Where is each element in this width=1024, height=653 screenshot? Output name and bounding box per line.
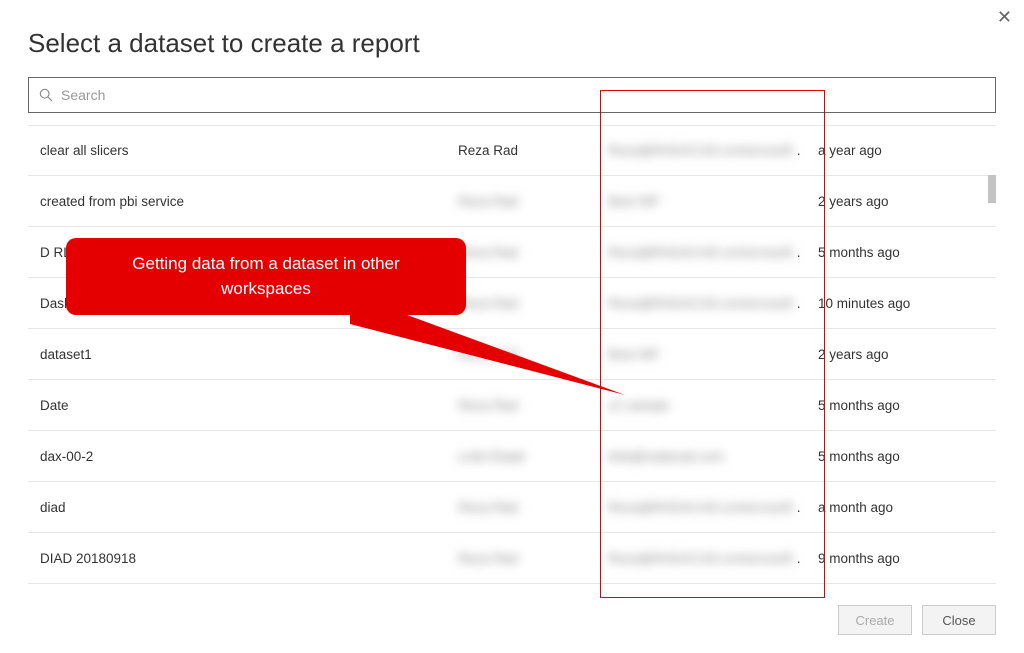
dataset-owner: Reza Rad xyxy=(458,143,608,158)
dataset-refreshed: 2 years ago xyxy=(818,194,996,209)
dataset-name: Date xyxy=(28,398,458,413)
dataset-workspace: v2 sample xyxy=(608,398,818,413)
dataset-workspace: Best WF xyxy=(608,194,818,209)
dialog-footer: Create Close xyxy=(838,605,996,635)
close-button[interactable]: Close xyxy=(922,605,996,635)
annotation-text: Getting data from a dataset in other wor… xyxy=(132,254,399,298)
table-row[interactable]: diadReza RadReza@RADACAD.onmicrosoft.a m… xyxy=(28,482,996,533)
dataset-workspace: Best WF xyxy=(608,347,818,362)
dataset-name: dax-00-2 xyxy=(28,449,458,464)
dataset-workspace: leila@radacad.com xyxy=(608,449,818,464)
search-icon xyxy=(39,88,53,102)
dataset-owner: Reza Rad xyxy=(458,551,608,566)
table-row[interactable]: dataset1Reza RadBest WF2 years ago xyxy=(28,329,996,380)
search-input[interactable] xyxy=(61,78,985,112)
dataset-workspace: Reza@RADACAD.onmicrosoft. xyxy=(608,143,818,158)
dataset-owner: Reza Rad xyxy=(458,296,608,311)
dataset-name: diad xyxy=(28,500,458,515)
dataset-refreshed: a month ago xyxy=(818,500,996,515)
dataset-owner: Reza Rad xyxy=(458,398,608,413)
table-row[interactable]: DateReza Radv2 sample5 months ago xyxy=(28,380,996,431)
dataset-workspace: Reza@RADACAD.onmicrosoft. xyxy=(608,551,818,566)
dataset-owner: Reza Rad xyxy=(458,500,608,515)
dataset-name: dataset1 xyxy=(28,347,458,362)
dataset-refreshed: 9 months ago xyxy=(818,551,996,566)
dataset-workspace: Reza@RADACAD.onmicrosoft. xyxy=(608,245,818,260)
dataset-owner: Reza Rad xyxy=(458,245,608,260)
dataset-workspace: Reza@RADACAD.onmicrosoft. xyxy=(608,296,818,311)
dataset-owner: Leila Etaati xyxy=(458,449,608,464)
create-button[interactable]: Create xyxy=(838,605,912,635)
dataset-owner: Reza Rad xyxy=(458,347,608,362)
table-row[interactable]: clear all slicersReza RadReza@RADACAD.on… xyxy=(28,125,996,176)
dataset-name: created from pbi service xyxy=(28,194,458,209)
dataset-refreshed: 5 months ago xyxy=(818,245,996,260)
dataset-refreshed: 10 minutes ago xyxy=(818,296,996,311)
annotation-callout: Getting data from a dataset in other wor… xyxy=(66,238,466,315)
dataset-refreshed: 2 years ago xyxy=(818,347,996,362)
dataset-workspace: Reza@RADACAD.onmicrosoft. xyxy=(608,500,818,515)
table-row[interactable]: dax-00-2Leila Etaatileila@radacad.com5 m… xyxy=(28,431,996,482)
table-row[interactable]: DIAD 20180918Reza RadReza@RADACAD.onmicr… xyxy=(28,533,996,584)
select-dataset-dialog: ✕ Select a dataset to create a report cl… xyxy=(0,0,1024,653)
dataset-name: clear all slicers xyxy=(28,143,458,158)
scrollbar-thumb[interactable] xyxy=(988,175,996,203)
dataset-refreshed: 5 months ago xyxy=(818,449,996,464)
dataset-name: DIAD 20180918 xyxy=(28,551,458,566)
search-box[interactable] xyxy=(28,77,996,113)
table-row[interactable]: created from pbi serviceReza RadBest WF2… xyxy=(28,176,996,227)
dataset-refreshed: 5 months ago xyxy=(818,398,996,413)
dialog-title: Select a dataset to create a report xyxy=(28,28,996,59)
close-icon[interactable]: ✕ xyxy=(997,8,1012,26)
dataset-table: clear all slicersReza RadReza@RADACAD.on… xyxy=(28,125,996,595)
dataset-refreshed: a year ago xyxy=(818,143,996,158)
dataset-owner: Reza Rad xyxy=(458,194,608,209)
